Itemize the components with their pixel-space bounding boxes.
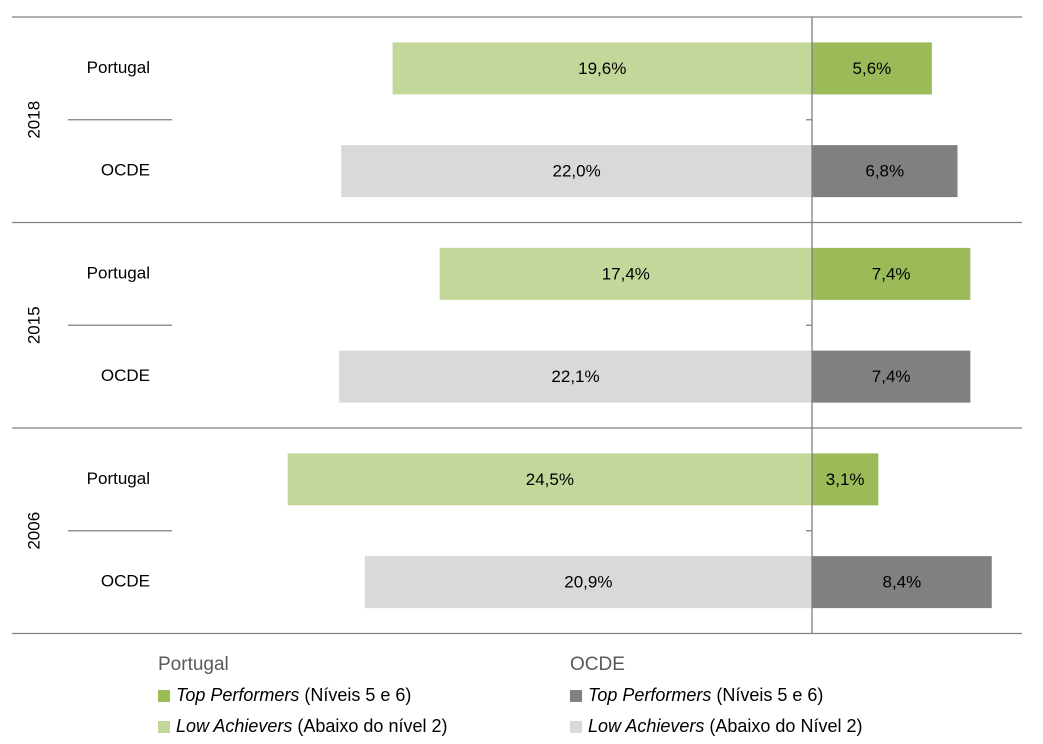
group-label: 2015 bbox=[24, 306, 43, 344]
data-label: 6,8% bbox=[865, 162, 904, 181]
data-label: 7,4% bbox=[872, 264, 911, 283]
bar bbox=[812, 453, 879, 506]
bar bbox=[812, 145, 958, 198]
legend-suffix: (Níveis 5 e 6) bbox=[304, 685, 411, 705]
legend-suffix: (Abaixo do nível 2) bbox=[297, 716, 447, 736]
data-label: 7,4% bbox=[872, 367, 911, 386]
category-label: Portugal bbox=[87, 58, 150, 77]
bar bbox=[439, 247, 812, 300]
legend-label: Low Achievers (Abaixo do nível 2) bbox=[176, 716, 447, 736]
data-label: 22,0% bbox=[552, 162, 600, 181]
legend-name: Top Performers bbox=[176, 685, 299, 705]
legend-swatch bbox=[158, 721, 170, 733]
legend-swatch bbox=[158, 690, 170, 702]
bar bbox=[364, 556, 812, 609]
bar bbox=[392, 42, 812, 95]
legend-label: Top Performers (Níveis 5 e 6) bbox=[176, 685, 411, 705]
bar bbox=[812, 556, 992, 609]
category-label: OCDE bbox=[101, 572, 150, 591]
data-label: 20,9% bbox=[564, 573, 612, 592]
data-label: 22,1% bbox=[551, 367, 599, 386]
bar bbox=[812, 350, 971, 403]
bar bbox=[812, 42, 932, 95]
category-label: OCDE bbox=[101, 161, 150, 180]
legend-suffix: (Níveis 5 e 6) bbox=[716, 685, 823, 705]
legend-title: OCDE bbox=[570, 654, 625, 675]
data-label: 17,4% bbox=[602, 264, 650, 283]
group-label: 2006 bbox=[24, 512, 43, 550]
bar bbox=[341, 145, 812, 198]
data-label: 3,1% bbox=[826, 470, 865, 489]
legend-label: Top Performers (Níveis 5 e 6) bbox=[588, 685, 823, 705]
data-label: 19,6% bbox=[578, 59, 626, 78]
legend-swatch bbox=[570, 690, 582, 702]
data-label: 8,4% bbox=[883, 573, 922, 592]
group-label: 2018 bbox=[24, 101, 43, 139]
data-label: 5,6% bbox=[853, 59, 892, 78]
bar bbox=[287, 453, 812, 506]
data-label: 24,5% bbox=[526, 470, 574, 489]
legend-name: Low Achievers bbox=[176, 716, 292, 736]
legend-label: Low Achievers (Abaixo do Nível 2) bbox=[588, 716, 862, 736]
category-label: Portugal bbox=[87, 469, 150, 488]
bar bbox=[812, 247, 971, 300]
legend-suffix: (Abaixo do Nível 2) bbox=[709, 716, 862, 736]
bar bbox=[339, 350, 812, 403]
legend-swatch bbox=[570, 721, 582, 733]
legend-title: Portugal bbox=[158, 654, 229, 675]
legend-name: Low Achievers bbox=[588, 716, 704, 736]
legend-name: Top Performers bbox=[588, 685, 711, 705]
category-label: Portugal bbox=[87, 263, 150, 282]
category-label: OCDE bbox=[101, 366, 150, 385]
